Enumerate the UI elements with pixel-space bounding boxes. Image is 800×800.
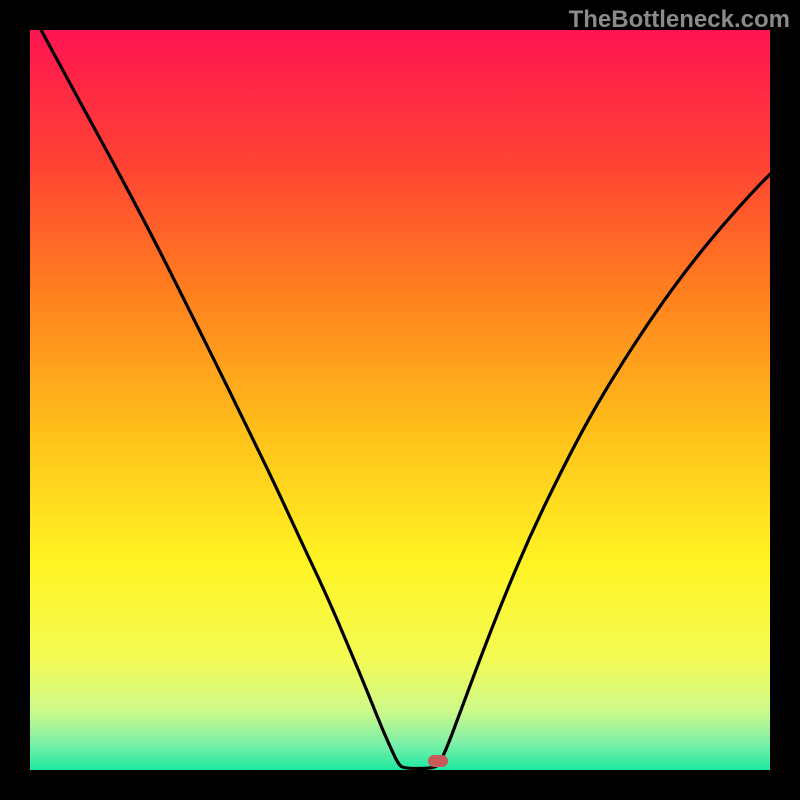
plot-area [30, 30, 770, 770]
watermark-text: TheBottleneck.com [569, 6, 790, 34]
optimal-point-marker [428, 755, 448, 767]
chart-frame: TheBottleneck.com [0, 0, 800, 800]
gradient-background [30, 30, 770, 770]
